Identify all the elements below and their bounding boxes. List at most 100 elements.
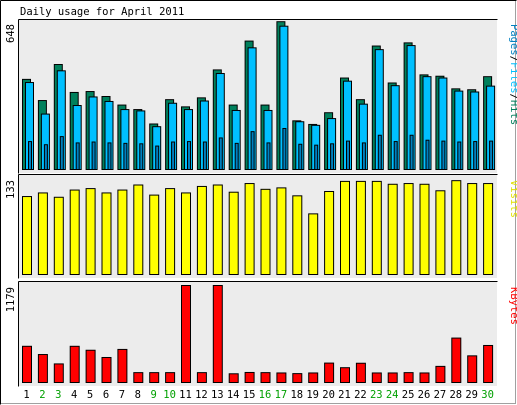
visits-bar-day-5	[85, 188, 96, 276]
day-label-20: 20	[322, 389, 335, 401]
visits-bar-day-9	[149, 194, 160, 275]
visits-bar-day-25	[403, 183, 414, 275]
day-label-30: 30	[481, 389, 494, 401]
visits-bar-day-3	[53, 196, 64, 276]
visits-bar-day-26	[419, 183, 430, 275]
kbytes-bar-day-5	[85, 349, 96, 383]
pages-bar-day-7	[123, 142, 128, 170]
legend-hits: Hits	[508, 100, 517, 125]
panel-1-area	[18, 19, 498, 174]
kbytes-bar-day-6	[101, 356, 112, 384]
kbytes-bar-day-23	[371, 372, 382, 384]
kbytes-bar-day-19	[308, 372, 319, 384]
day-label-23: 23	[370, 389, 383, 401]
day-label-24: 24	[386, 389, 399, 401]
pages-bar-day-27	[441, 140, 446, 171]
kbytes-bar-day-12	[196, 372, 207, 384]
day-label-5: 5	[87, 389, 93, 401]
day-label-14: 14	[227, 389, 240, 401]
panel-1-ymax-label: 648	[5, 24, 17, 43]
pages-bar-day-12	[202, 141, 207, 170]
day-label-11: 11	[179, 389, 192, 401]
legend-visits: Visits	[508, 180, 517, 218]
day-label-9: 9	[151, 389, 157, 401]
pages-bar-day-8	[139, 143, 144, 171]
day-label-16: 16	[259, 389, 272, 401]
legend-sep-2: /	[508, 94, 517, 100]
visits-panel	[18, 174, 498, 279]
visits-bar-day-16	[260, 188, 271, 276]
visits-bar-day-21	[340, 180, 350, 276]
day-axis-labels: 1 2 3 4 5 6 7 8 9 10 11 12 13 14 15 16 17 18 19 20 21 22 23 24 2…	[23, 389, 494, 401]
pages-bar-day-11	[187, 141, 191, 170]
pages-bar-day-25	[409, 134, 414, 170]
kbytes-bar-day-20	[324, 362, 335, 384]
kbytes-bar-day-21	[340, 367, 350, 383]
visits-bar-day-2	[37, 192, 48, 276]
kbytes-bar-day-9	[149, 372, 160, 384]
day-label-13: 13	[211, 389, 224, 401]
kbytes-bar-day-13	[212, 285, 223, 383]
visits-bar-day-4	[69, 189, 80, 275]
visits-bar-day-17	[276, 187, 287, 275]
pages-bar-day-17	[282, 127, 287, 170]
visits-bar-day-8	[133, 184, 144, 276]
kbytes-bar-day-10	[165, 372, 176, 384]
visits-bar-day-10	[165, 188, 176, 276]
visits-bar-day-13	[212, 184, 223, 276]
panel-3-area	[18, 281, 498, 387]
panel-3-ymax-label: 1179	[5, 287, 17, 312]
pages-bar-day-15	[250, 131, 255, 170]
pages-bar-day-18	[298, 143, 303, 170]
kbytes-panel	[18, 281, 498, 387]
pages-bar-day-9	[155, 145, 160, 170]
day-label-7: 7	[119, 389, 125, 401]
legend-pages: Pages	[508, 24, 517, 56]
kbytes-bar-day-17	[276, 372, 287, 384]
visits-bar-day-30	[483, 183, 494, 275]
kbytes-bar-day-28	[451, 337, 462, 383]
day-label-12: 12	[195, 389, 208, 401]
visits-bar-day-23	[371, 180, 382, 276]
pages-bar-day-13	[218, 137, 223, 170]
day-label-28: 28	[449, 389, 462, 401]
visits-bar-day-24	[387, 183, 398, 275]
pages-bar-day-23	[377, 134, 382, 170]
day-label-1: 1	[23, 389, 29, 401]
pages-bar-day-10	[171, 141, 176, 170]
pages-bar-day-1	[28, 141, 32, 170]
day-label-15: 15	[243, 389, 256, 401]
day-label-6: 6	[103, 389, 109, 401]
visits-bar-day-6	[101, 192, 112, 276]
kbytes-bar-day-22	[355, 362, 366, 383]
day-label-18: 18	[290, 389, 303, 401]
kbytes-bar-day-16	[260, 372, 271, 384]
kbytes-bar-day-29	[467, 355, 478, 383]
legend-hits-files-pages: Pages/Files/Hits	[508, 24, 517, 125]
visits-bar-day-22	[355, 180, 366, 276]
kbytes-bar-day-7	[117, 348, 128, 383]
visits-bar-day-14	[228, 191, 239, 275]
visits-bar-day-12	[196, 185, 207, 275]
pages-bar-day-20	[330, 143, 335, 171]
visits-bar-day-7	[117, 189, 128, 275]
day-label-8: 8	[135, 389, 141, 401]
kbytes-bar-day-15	[244, 371, 255, 383]
kbytes-bar-day-2	[37, 354, 48, 383]
day-label-4: 4	[71, 389, 77, 401]
visits-bar-day-29	[467, 183, 478, 275]
hits-files-pages-panel	[18, 19, 498, 174]
day-label-29: 29	[465, 389, 478, 401]
panel-2-ymax-label: 133	[5, 180, 17, 199]
day-label-27: 27	[434, 389, 447, 401]
panel-2-area	[18, 174, 498, 279]
kbytes-bar-day-14	[228, 373, 239, 384]
kbytes-bar-day-18	[292, 373, 303, 383]
legend-sep-1: /	[508, 56, 517, 62]
kbytes-bar-day-30	[483, 344, 494, 384]
kbytes-bar-day-26	[419, 372, 430, 384]
pages-bar-day-6	[107, 142, 112, 170]
day-label-10: 10	[163, 389, 176, 401]
pages-bar-day-26	[425, 139, 430, 170]
